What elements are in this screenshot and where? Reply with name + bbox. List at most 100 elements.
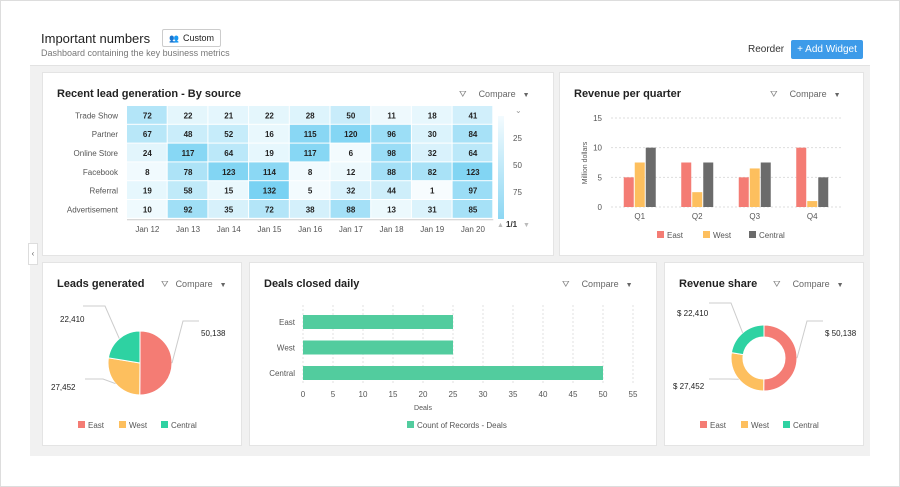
widget-title: Deals closed daily [264,278,360,290]
filter-icon[interactable]: ⛛ [562,279,570,289]
bar-east [738,177,749,207]
heatmap-cell [167,106,208,124]
cell-value: 114 [263,168,276,177]
y-tick-label: Central [269,369,295,378]
legend-swatch [703,231,710,238]
filter-icon[interactable]: ⛛ [459,89,467,99]
reorder-button[interactable]: Reorder [748,44,785,55]
compare-dropdown[interactable]: ⛛ Compare ▼ [459,89,530,100]
heatmap-cell [371,200,411,218]
legend-label: East [667,231,684,240]
cell-value: 82 [428,168,437,177]
heatmap-cell [411,143,452,162]
caret-down-icon: ▼ [625,282,633,289]
heatmap-cell [127,181,167,199]
legend-label: West [713,231,732,240]
pager-up-icon: ▲ [497,222,504,229]
row-label: Facebook [83,168,119,177]
filter-icon[interactable]: ⛛ [770,89,778,99]
cell-value: 48 [184,130,193,139]
heatmap-cell [249,162,289,181]
compare-label: Compare [792,279,830,289]
bar-east [796,147,807,207]
caret-down-icon: ▼ [522,92,530,99]
x-tick-label: Q3 [749,212,760,221]
legend-swatch [161,421,168,428]
legend-label: East [88,421,105,430]
slice-value-label: 50,138 [201,329,226,338]
row-label: Partner [92,130,119,139]
heatmap-cell [289,106,330,124]
slice-east [763,324,798,392]
cell-value: 13 [387,205,396,214]
heatmap-cell [249,143,289,162]
x-tick-label: 45 [569,390,578,399]
cell-value: 38 [306,205,315,214]
y-tick-label: East [279,318,296,327]
cell-value: 72 [265,205,274,214]
cell-value: 96 [387,130,396,139]
legend-label: Count of Records - Deals [417,421,507,430]
x-tick-label: 20 [419,390,428,399]
heatmap-cell [411,200,452,218]
cell-value: 32 [428,149,437,158]
heatmap-cell [411,106,452,124]
x-tick-label: 25 [449,390,458,399]
cell-value: 18 [428,111,437,120]
legend-label: West [129,421,148,430]
heatmap-cell [330,143,371,162]
cell-value: 1 [430,187,435,196]
heatmap-cell [452,143,493,162]
x-tick-label: Q2 [692,212,703,221]
cell-value: 64 [224,149,233,158]
heatmap-cell [127,200,167,218]
add-widget-button[interactable]: + Add Widget [791,40,863,59]
caret-down-icon: ▼ [836,282,844,289]
leader-line [85,378,116,385]
heatmap-cell [167,181,208,199]
compare-dropdown[interactable]: ⛛ Compare ▼ [773,279,844,290]
pager-label: 1/1 [506,220,518,229]
compare-dropdown[interactable]: ⛛ Compare ▼ [770,89,841,100]
compare-dropdown[interactable]: ⛛ Compare ▼ [161,279,227,290]
revenue-share-widget: Revenue share ⛛ Compare ▼ $ 50,138 $ 27,452… [664,262,864,446]
pager-down-icon: ▼ [523,222,530,229]
leads-generated-widget: Leads generated ⛛ Compare ▼ 50,138 27,452 22… [42,262,242,446]
slice-value-label: 22,410 [60,315,85,324]
x-tick-label: 30 [479,390,488,399]
slice-value-label: $ 22,410 [677,309,709,318]
cell-value: 8 [308,168,313,177]
heatmap-cell [330,124,371,143]
legend-tick: 75 [513,188,522,197]
row-label: Trade Show [75,111,118,120]
heatmap-cell [127,106,167,124]
column-label: Jan 13 [176,225,201,234]
heatmap-cell [127,162,167,181]
y-tick-label: West [277,344,296,353]
y-tick-label: 15 [593,114,602,123]
filter-icon[interactable]: ⛛ [161,279,169,289]
cell-value: 24 [143,149,152,158]
bar-east [623,177,634,207]
heatmap-cell [208,181,249,199]
slice-central [107,330,141,364]
compare-label: Compare [581,279,619,289]
row-label: Advertisement [67,205,119,214]
slice-value-label: $ 27,452 [673,382,705,391]
slice-value-label: $ 50,138 [825,329,857,338]
legend-swatch [119,421,126,428]
heatmap-cell [411,181,452,199]
row-label: Referral [90,187,119,196]
custom-chip[interactable]: 👥 Custom [162,29,221,47]
x-tick-label: 50 [599,390,608,399]
filter-icon[interactable]: ⛛ [773,279,781,289]
cell-value: 120 [344,130,358,139]
compare-dropdown[interactable]: ⛛ Compare ▼ [562,279,633,290]
revenue-per-quarter-widget: Revenue per quarter ⛛ Compare ▼ 0 5 10 15 Mill… [559,72,864,256]
bar-east [681,162,692,207]
bar-west [692,192,703,207]
column-label: Jan 19 [420,225,445,234]
cell-value: 88 [346,205,355,214]
bar-east [303,315,453,329]
collapse-sidebar-handle[interactable]: ‹ [28,243,38,265]
